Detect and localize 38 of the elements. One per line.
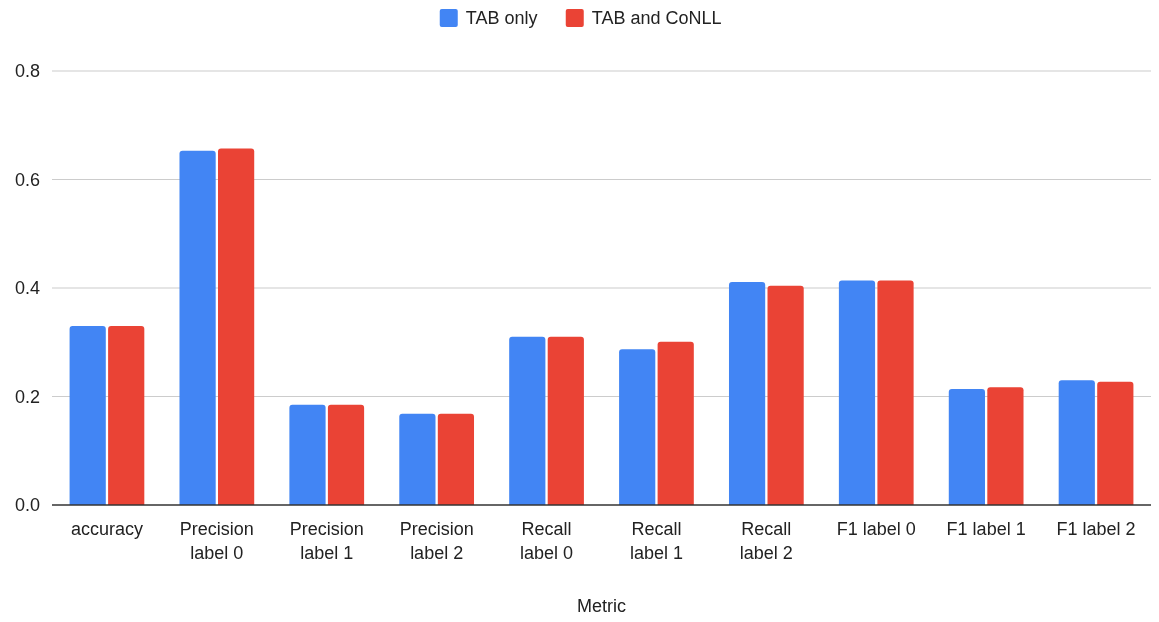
y-tick-label: 0.2: [14, 386, 40, 407]
x-tick-label: F1 label 0: [836, 519, 916, 539]
bar: [657, 341, 694, 505]
bar: [877, 280, 914, 505]
legend-label: TAB only: [465, 8, 538, 29]
bar: [509, 336, 546, 505]
bar: [179, 150, 216, 505]
x-tick-label: Precision label 1: [289, 519, 364, 563]
x-tick-label: F1 label 2: [1056, 519, 1136, 539]
bar: [948, 388, 985, 505]
legend-label: TAB and CoNLL: [591, 8, 722, 29]
x-tick-label: Recall label 0: [520, 519, 574, 563]
bar: [1058, 380, 1095, 505]
x-tick-label: Recall label 1: [629, 519, 683, 563]
bar: [289, 404, 326, 505]
bar: [838, 280, 876, 505]
y-tick-label: 0.6: [14, 169, 40, 190]
bar: [69, 325, 106, 505]
bar: [547, 336, 584, 505]
y-tick-label: 0.8: [14, 61, 40, 82]
bar: [767, 285, 804, 505]
x-tick-label: Recall label 2: [739, 519, 793, 563]
bar: [1097, 381, 1134, 505]
bar: [218, 148, 255, 505]
bar: [399, 413, 436, 505]
x-tick-label: F1 label 1: [946, 519, 1026, 539]
bar: [437, 413, 475, 505]
y-tick-label: 0.0: [14, 495, 40, 516]
bar: [327, 404, 365, 505]
bar: [728, 282, 766, 505]
bar: [108, 325, 145, 505]
x-axis-title: Metric: [577, 596, 626, 616]
bar: [987, 387, 1024, 505]
x-tick-label: Precision label 2: [399, 519, 474, 563]
x-tick-label: Precision label 0: [179, 519, 254, 563]
y-tick-label: 0.4: [14, 278, 40, 299]
bar: [619, 349, 656, 505]
x-tick-label: accuracy: [70, 519, 143, 539]
